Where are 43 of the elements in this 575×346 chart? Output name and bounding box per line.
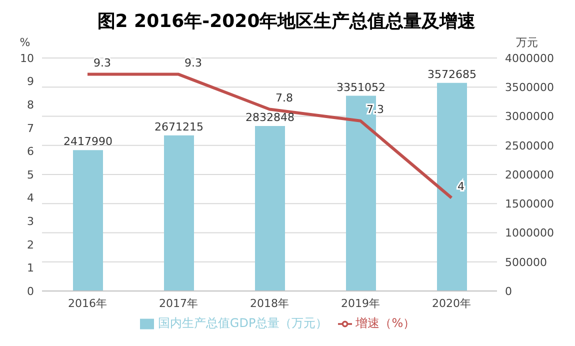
y2-tick-label: 500000 <box>505 256 547 269</box>
y2-tick-label: 1000000 <box>505 226 554 240</box>
bar <box>255 126 285 291</box>
y-tick-label: 6 <box>27 145 34 158</box>
x-tick-label: 2018年 <box>250 296 289 310</box>
data-label: 4 <box>458 180 464 193</box>
data-label: 2417990 <box>64 135 112 148</box>
y2-tick-label: 2500000 <box>505 139 554 152</box>
bar <box>437 82 467 291</box>
chart-title: 图2 2016年-2020年地区生产总值总量及增速 <box>96 10 477 34</box>
y-tick-label: 4 <box>27 192 34 205</box>
data-label: 9.3 <box>184 56 202 70</box>
legend-label: 增速（%） <box>356 316 416 330</box>
y-tick-label: 10 <box>20 52 34 65</box>
y2-tick-label: 3000000 <box>505 110 554 124</box>
y-tick-label: 8 <box>27 98 34 112</box>
x-tick-label: 2017年 <box>159 296 198 310</box>
y-tick-label: 3 <box>27 215 34 228</box>
bar <box>164 135 194 291</box>
data-label: 3572685 <box>428 68 476 81</box>
data-label: 9.3 <box>94 56 111 70</box>
y2-tick-label: 2000000 <box>505 168 554 182</box>
x-tick-label: 2019年 <box>341 296 380 310</box>
data-label: 7.8 <box>276 91 293 104</box>
y2-tick-label: 4000000 <box>505 52 554 65</box>
y-tick-label: 7 <box>27 122 34 135</box>
x-tick-label: 2016年 <box>68 296 107 310</box>
legend-label: 国内生产总值GDP总量（万元） <box>158 316 328 330</box>
y-axis-title: % <box>20 36 30 49</box>
data-label: 3351052 <box>336 80 386 94</box>
y-tick-label: 1 <box>27 262 34 275</box>
y-tick-label: 2 <box>27 238 34 252</box>
y-tick-label: 0 <box>27 284 34 298</box>
y2-tick-label: 0 <box>505 284 512 298</box>
x-tick-label: 2020年 <box>432 296 471 310</box>
data-label: 2832848 <box>246 110 294 124</box>
y-tick-label: 5 <box>27 168 34 182</box>
bar <box>73 150 103 291</box>
y-tick-label: 9 <box>27 75 34 88</box>
y2-tick-label: 3500000 <box>505 81 554 94</box>
y2-axis-title: 万元 <box>516 36 538 49</box>
data-label: 2671215 <box>154 120 204 134</box>
y2-tick-label: 1500000 <box>505 198 554 211</box>
